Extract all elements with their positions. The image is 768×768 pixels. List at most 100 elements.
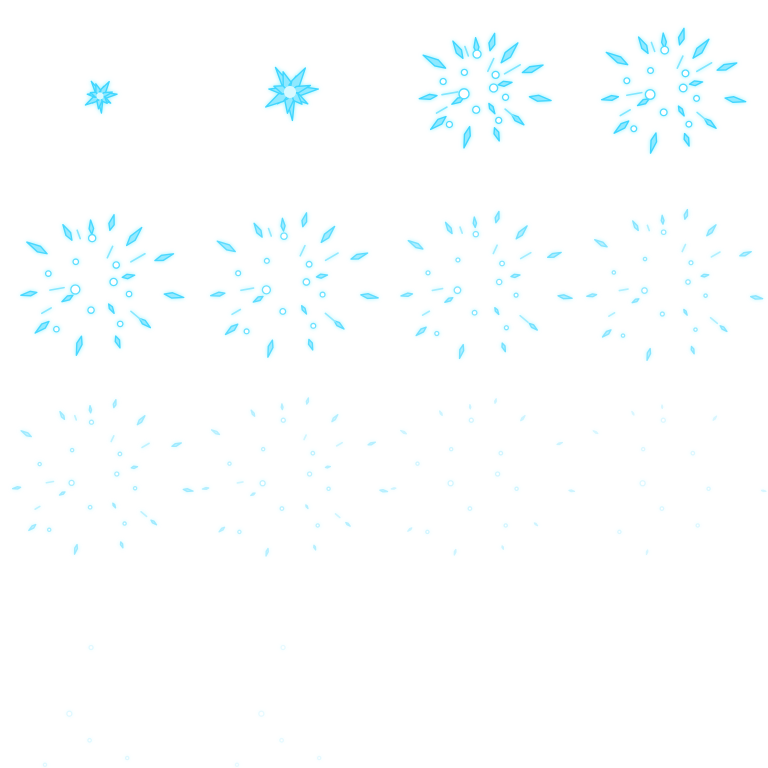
ice-spark xyxy=(243,328,250,335)
ice-shard xyxy=(613,120,630,134)
ice-spark xyxy=(87,504,93,510)
ice-shatter-frame-5 xyxy=(20,213,185,357)
ice-spark xyxy=(37,461,42,467)
ice-spark xyxy=(302,278,311,286)
ice-spark xyxy=(279,737,285,743)
ice-shard xyxy=(250,492,256,497)
ice-spark xyxy=(659,311,665,317)
ice-spark xyxy=(88,419,95,425)
ice-spark xyxy=(279,506,285,511)
ice-spark xyxy=(316,755,322,761)
ice-spark xyxy=(315,523,320,528)
sprite-frame xyxy=(0,192,192,384)
ice-shard xyxy=(568,489,576,493)
sprite-frame xyxy=(384,384,576,576)
ice-shard xyxy=(73,543,79,555)
ice-spark xyxy=(659,506,665,511)
ice-spark xyxy=(499,260,505,267)
ice-spark xyxy=(498,450,504,456)
ice-shard xyxy=(649,132,658,154)
ice-spark xyxy=(117,451,123,457)
ice-shard xyxy=(224,323,239,336)
ice-streak xyxy=(106,245,114,259)
ice-shard xyxy=(345,521,351,527)
ice-shard xyxy=(429,115,447,131)
ice-shard xyxy=(379,489,389,493)
ice-streak xyxy=(608,312,616,317)
sprite-frame xyxy=(192,192,384,384)
ice-shard xyxy=(130,465,139,470)
ice-spark xyxy=(310,322,317,329)
sprite-frame xyxy=(576,192,768,384)
ice-spark xyxy=(513,292,519,298)
ice-spark xyxy=(660,45,670,55)
ice-spark xyxy=(472,105,481,114)
ice-shard xyxy=(407,527,413,532)
ice-shatter-frame-1 xyxy=(84,80,118,114)
ice-shard xyxy=(688,80,704,87)
ice-shard xyxy=(706,224,717,237)
ice-shard xyxy=(252,295,264,303)
ice-shard xyxy=(350,252,369,260)
ice-spark xyxy=(305,260,313,268)
ice-spark xyxy=(688,260,694,266)
ice-spark xyxy=(87,233,97,243)
ice-shard xyxy=(716,62,738,71)
ice-spark xyxy=(491,70,500,80)
ice-shard xyxy=(20,430,32,438)
ice-streak xyxy=(73,414,78,421)
ice-shard xyxy=(683,132,690,147)
ice-shard xyxy=(119,541,124,549)
ice-spark xyxy=(453,286,462,295)
ice-spark xyxy=(494,471,501,477)
ice-spark xyxy=(695,523,700,528)
ice-shard xyxy=(452,40,464,60)
ice-shard xyxy=(547,251,562,259)
ice-streak xyxy=(431,287,444,292)
ice-streak xyxy=(709,316,719,325)
ice-spark xyxy=(445,120,454,129)
ice-spark xyxy=(514,486,519,492)
ice-shard xyxy=(267,339,274,358)
ice-spark xyxy=(448,446,454,452)
ice-shard xyxy=(210,429,221,436)
ice-shard xyxy=(171,442,182,448)
ice-streak xyxy=(459,226,464,234)
ice-shard xyxy=(59,410,66,421)
ice-shard xyxy=(739,251,752,257)
ice-shard xyxy=(521,64,544,74)
ice-spark xyxy=(660,229,667,236)
ice-shard xyxy=(605,51,629,66)
ice-streak xyxy=(299,244,306,257)
ice-shard xyxy=(61,294,74,303)
ice-spark xyxy=(425,270,431,276)
ice-spark xyxy=(258,710,265,717)
ice-streak xyxy=(681,243,687,253)
ice-shatter-frame-12 xyxy=(592,404,767,556)
ice-shard xyxy=(690,345,695,355)
ice-shard xyxy=(593,238,608,248)
ice-shard xyxy=(108,213,115,232)
ice-spark xyxy=(690,450,696,456)
ice-spark xyxy=(261,285,272,295)
ice-spark xyxy=(425,529,430,535)
ice-spark xyxy=(306,471,313,477)
ice-shard xyxy=(112,502,117,509)
ice-shard xyxy=(150,519,158,526)
sprite-frame xyxy=(0,576,192,768)
ice-shard xyxy=(468,404,472,410)
ice-spark xyxy=(472,49,482,59)
ice-spark xyxy=(114,471,120,477)
ice-shard xyxy=(510,273,521,279)
ice-spark xyxy=(488,83,499,93)
ice-spark xyxy=(460,68,469,77)
ice-spark xyxy=(623,77,631,85)
ice-shard xyxy=(528,322,538,331)
ice-streak xyxy=(49,286,65,291)
ice-streak xyxy=(34,505,41,510)
ice-shard xyxy=(444,297,454,303)
ice-spark xyxy=(620,333,626,338)
ice-streak xyxy=(619,109,631,117)
ice-spark xyxy=(706,486,711,492)
